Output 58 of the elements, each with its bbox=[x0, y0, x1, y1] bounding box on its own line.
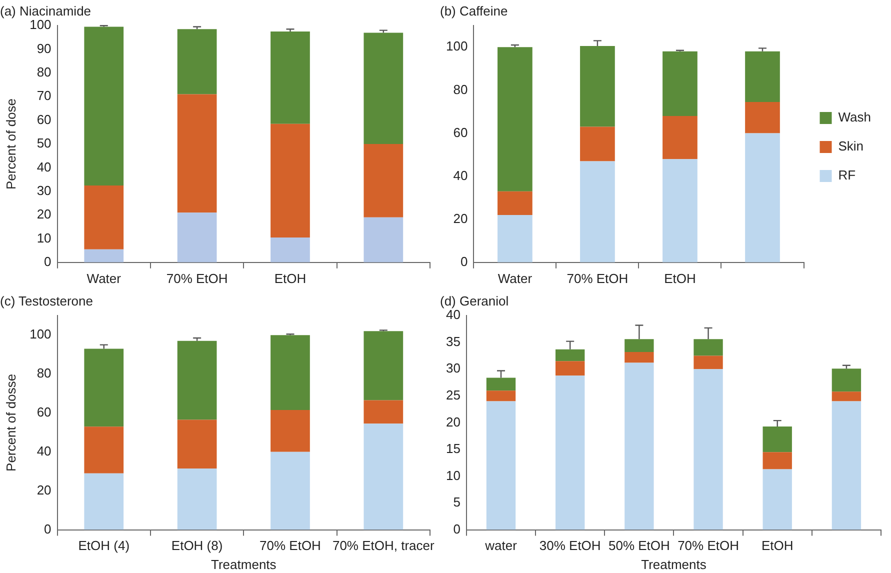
chart-title: (a) Niacinamide bbox=[0, 3, 92, 18]
x-tick-label: 70% EtOH bbox=[566, 270, 628, 286]
x-tick-label: 70% EtOH bbox=[678, 538, 739, 554]
y-axis-title: Percent of dosse bbox=[3, 374, 18, 472]
y-tick-label: 0 bbox=[460, 254, 468, 269]
y-tick-label: 40 bbox=[36, 443, 52, 458]
y-axis-title: Percent of dose bbox=[3, 98, 18, 190]
y-tick-label: 30 bbox=[446, 360, 460, 376]
x-tick-label: 70% EtOH bbox=[166, 270, 228, 286]
y-tick-label: 25 bbox=[446, 388, 460, 403]
y-tick-label: 80 bbox=[453, 82, 468, 97]
y-tick-label: 35 bbox=[446, 334, 460, 349]
legend-label: RF bbox=[838, 168, 856, 183]
x-axis-title: Treatments bbox=[641, 556, 707, 572]
chart-title: (b) Caffeine bbox=[440, 3, 508, 18]
y-tick-label: 0 bbox=[44, 521, 52, 536]
x-tick-label: EtOH bbox=[664, 270, 696, 286]
y-tick-label: 40 bbox=[36, 159, 52, 174]
y-tick-label: 15 bbox=[446, 441, 460, 456]
y-tick-label: 0 bbox=[453, 521, 460, 536]
x-axis-title: Treatments bbox=[211, 556, 277, 572]
y-tick-label: 20 bbox=[453, 210, 468, 226]
x-tick-label: Water bbox=[498, 270, 533, 286]
x-tick-label: EtOH bbox=[274, 270, 306, 286]
y-tick-label: 0 bbox=[44, 254, 52, 269]
legend-label: Wash bbox=[838, 110, 871, 125]
y-tick-label: 20 bbox=[36, 482, 52, 498]
y-tick-label: 30 bbox=[36, 182, 52, 198]
x-tick-label: 70% EtOH, tracer bbox=[332, 538, 436, 554]
x-tick-label: Water bbox=[86, 270, 122, 286]
x-tick-label: 50% EtOH bbox=[608, 538, 670, 554]
y-tick-label: 40 bbox=[446, 307, 460, 322]
x-tick-label: 30% EtOH bbox=[539, 538, 601, 554]
y-tick-label: 10 bbox=[36, 230, 52, 246]
y-tick-label: 5 bbox=[453, 494, 460, 510]
y-tick-label: 20 bbox=[446, 414, 460, 430]
y-tick-label: 60 bbox=[453, 124, 468, 140]
y-tick-label: 60 bbox=[36, 404, 52, 420]
x-tick-label: EtOH bbox=[761, 538, 794, 554]
y-tick-label: 70 bbox=[36, 88, 52, 104]
y-tick-label: 10 bbox=[446, 468, 460, 483]
legend-label: Skin bbox=[838, 138, 864, 154]
y-tick-label: 90 bbox=[36, 40, 52, 56]
y-tick-label: 100 bbox=[30, 17, 52, 32]
x-tick-label: EtOH (4) bbox=[78, 538, 130, 554]
chart-title: (d) Geraniol bbox=[440, 293, 509, 308]
x-tick-label: EtOH (8) bbox=[171, 538, 223, 554]
y-tick-label: 40 bbox=[453, 168, 468, 183]
y-tick-label: 20 bbox=[36, 206, 52, 222]
y-tick-label: 80 bbox=[36, 64, 52, 80]
y-tick-label: 100 bbox=[30, 326, 52, 342]
x-tick-label: water bbox=[484, 538, 518, 554]
y-tick-label: 80 bbox=[36, 366, 52, 381]
y-tick-label: 100 bbox=[446, 38, 468, 54]
y-tick-label: 60 bbox=[36, 112, 52, 127]
y-tick-label: 50 bbox=[36, 136, 52, 151]
x-tick-label: 70% EtOH bbox=[260, 538, 321, 554]
chart-title: (c) Testosterone bbox=[0, 293, 93, 308]
